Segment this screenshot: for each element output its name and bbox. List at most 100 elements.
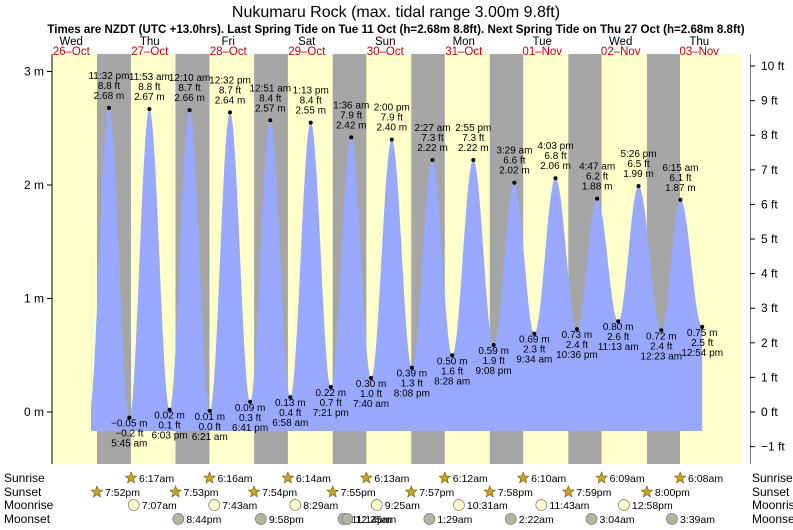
sunset-icon — [326, 485, 340, 498]
tide-label: 1:36 am — [333, 100, 369, 111]
low-tide-point — [409, 365, 414, 370]
sun-moon-rows-layer: Sunrise Sunrise 6:17am 6:16am 6:14am 6:13am 6:… — [4, 471, 793, 526]
right-tick-label: 6 ft — [761, 197, 778, 211]
moonset-icon — [585, 513, 598, 525]
moonrise-time: 12:58pm — [632, 500, 673, 512]
tide-label: 6.2 ft — [586, 172, 608, 183]
sunset-time: 7:53pm — [184, 487, 219, 499]
moonrise-icon — [208, 499, 221, 511]
tide-label: 12:23 am — [640, 351, 682, 362]
day-name: Mon — [453, 36, 475, 48]
tide-label: 6.6 ft — [503, 156, 525, 167]
tide-label: 2.06 m — [540, 161, 571, 172]
tide-label: −0.2 ft — [115, 429, 143, 440]
tide-label: 0.73 m — [562, 330, 593, 341]
tide-label: 2.3 ft — [523, 345, 545, 356]
day-date: 29–Oct — [288, 46, 326, 58]
moonrise-icon — [127, 499, 140, 511]
moonrise-icon — [370, 499, 383, 511]
tide-label: 2.22 m — [458, 143, 489, 154]
day-date: 03–Nov — [679, 46, 719, 58]
tide-label: 2.67 m — [134, 92, 165, 103]
tide-label: 7.9 ft — [340, 110, 362, 121]
tide-label: 2:55 pm — [455, 123, 491, 134]
moonset-icon — [423, 513, 436, 525]
moonset-row-label: Moonset — [4, 512, 51, 525]
tide-label: 2:00 pm — [374, 103, 410, 114]
tide-label: 7:21 pm — [313, 408, 349, 419]
tide-label: 1:13 pm — [293, 86, 329, 97]
day-date: 26–Oct — [53, 46, 91, 58]
tide-labels-layer: 11:32 pm8.8 ft2.68 m−0.05 m−0.2 ft5:45 a… — [88, 71, 723, 450]
high-tide-point — [106, 105, 111, 110]
sunrise-icon — [124, 471, 138, 484]
day-name: Fri — [222, 36, 235, 48]
tide-label: 7.3 ft — [462, 133, 484, 144]
tide-label: 12:32 pm — [209, 75, 251, 86]
tide-label: 2.66 m — [174, 93, 205, 104]
sunset-time: 7:59pm — [576, 487, 611, 499]
moonrise-time: 9:25am — [385, 500, 420, 512]
sunrise-time: 6:10am — [531, 473, 566, 485]
sunrise-icon — [359, 471, 373, 484]
tide-label: 0.09 m — [235, 403, 266, 414]
moonset-time: 3:04am — [600, 514, 635, 525]
sunrise-icon — [203, 471, 216, 484]
low-tide-point — [167, 407, 172, 412]
moonset-icon — [254, 513, 267, 525]
tide-label: 6:15 am — [662, 163, 698, 174]
tide-label: 2.55 m — [295, 106, 326, 117]
tide-label: 5:26 pm — [620, 149, 656, 160]
right-gutter — [742, 54, 750, 464]
tide-label: 6.5 ft — [627, 159, 649, 170]
sunset-icon — [169, 485, 182, 498]
high-tide-point — [268, 118, 273, 123]
sunrise-icon — [281, 471, 295, 484]
moonrise-row-label: Moonrise — [4, 498, 54, 512]
tide-label: 7.3 ft — [421, 133, 443, 144]
tide-label: 11:53 am — [129, 72, 170, 83]
tide-label: 12:10 am — [169, 73, 211, 84]
sunset-time: 7:55pm — [341, 487, 376, 499]
high-tide-point — [349, 135, 354, 140]
moonset-time: 9:58pm — [269, 514, 304, 525]
tide-label: 0.4 ft — [279, 408, 301, 419]
sunrise-time: 6:13am — [374, 473, 409, 485]
day-date: 30–Oct — [367, 46, 405, 58]
tide-label: 2.64 m — [215, 95, 246, 106]
tide-label: 8.8 ft — [138, 82, 160, 93]
low-tide-point — [700, 324, 705, 329]
moonrise-time: 11:43am — [549, 500, 589, 512]
tide-label: 1.6 ft — [441, 366, 463, 377]
tide-label: 6:03 pm — [151, 431, 187, 442]
sunset-icon — [640, 485, 654, 498]
right-tick-label: 1 ft — [761, 370, 778, 384]
tide-label: 0.72 m — [646, 331, 677, 342]
tide-label: 2.57 m — [255, 103, 286, 114]
high-tide-point — [308, 120, 313, 125]
high-tide-point — [187, 108, 192, 113]
sunrise-time: 6:16am — [217, 473, 252, 485]
moonset-icon — [666, 513, 678, 525]
low-tide-point — [369, 375, 374, 380]
moonset-time: 3:39am — [680, 514, 715, 525]
day-date: 27–Oct — [131, 46, 169, 58]
sunrise-time: 6:17am — [139, 473, 174, 485]
tide-label: 8.4 ft — [259, 93, 281, 104]
high-tide-point — [389, 137, 394, 142]
sunset-icon — [561, 485, 575, 498]
day-name: Wed — [60, 36, 83, 48]
low-tide-point — [574, 327, 579, 332]
right-tick-label: 4 ft — [761, 267, 778, 281]
low-tide-point — [532, 331, 537, 336]
tide-label: 6:58 am — [272, 418, 308, 429]
tide-label: 12:54 pm — [681, 348, 723, 359]
tide-label: 11:13 am — [598, 342, 639, 353]
right-tick-label: 10 ft — [761, 59, 785, 73]
tide-label: 1.87 m — [665, 183, 696, 194]
moonset-icon — [504, 513, 517, 525]
tide-label: 2.02 m — [499, 166, 530, 177]
tide-label: 0.30 m — [356, 379, 387, 390]
sunrise-time: 6:09am — [610, 473, 645, 485]
